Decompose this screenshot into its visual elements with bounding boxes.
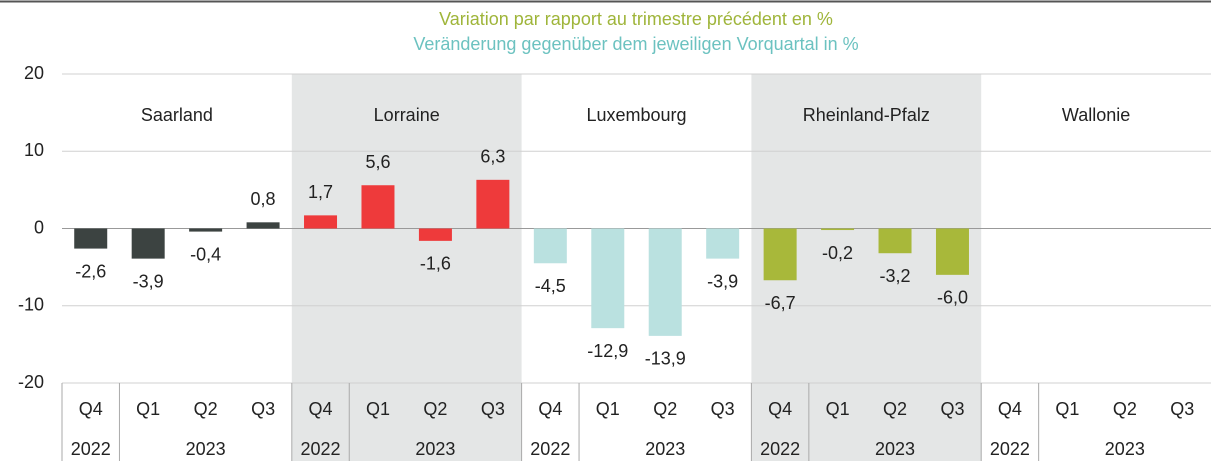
- x-tick-label: Q4: [309, 399, 333, 419]
- bar: [648, 228, 682, 336]
- bar: [246, 222, 280, 229]
- value-label: -4,5: [535, 276, 566, 296]
- bar: [476, 179, 510, 229]
- group-label: Luxembourg: [586, 105, 686, 125]
- value-label: -1,6: [420, 254, 451, 274]
- x-tick-label: Q4: [768, 399, 792, 419]
- value-label: -0,4: [190, 244, 221, 264]
- year-label: 2023: [645, 439, 685, 459]
- year-label: 2022: [760, 439, 800, 459]
- group-band: [291, 74, 522, 461]
- chart-subtitle: Veränderung gegenüber dem jeweiligen Vor…: [413, 34, 858, 54]
- value-label: 6,3: [480, 147, 505, 167]
- bar: [418, 228, 452, 241]
- bar: [189, 228, 223, 232]
- value-label: -13,9: [645, 349, 686, 369]
- year-label: 2023: [875, 439, 915, 459]
- value-label: -0,2: [822, 243, 853, 263]
- bar: [304, 215, 338, 229]
- value-label: 1,7: [308, 182, 333, 202]
- year-label: 2023: [186, 439, 226, 459]
- x-tick-label: Q3: [940, 399, 964, 419]
- year-label: 2023: [415, 439, 455, 459]
- value-label: -6,0: [937, 288, 968, 308]
- value-label: -2,6: [75, 261, 106, 281]
- bar: [591, 228, 625, 329]
- value-label: 5,6: [365, 152, 390, 172]
- bar: [878, 228, 912, 254]
- x-tick-label: Q2: [194, 399, 218, 419]
- x-tick-label: Q2: [653, 399, 677, 419]
- value-label: 0,8: [251, 189, 276, 209]
- bar: [74, 228, 108, 249]
- x-tick-label: Q1: [136, 399, 160, 419]
- x-tick-label: Q2: [423, 399, 447, 419]
- x-tick-label: Q4: [79, 399, 103, 419]
- x-tick-label: Q4: [538, 399, 562, 419]
- group-label: Saarland: [141, 105, 213, 125]
- x-tick-label: Q2: [883, 399, 907, 419]
- bar: [821, 228, 855, 231]
- x-tick-label: Q3: [711, 399, 735, 419]
- bar: [935, 228, 969, 275]
- group-label: Lorraine: [374, 105, 440, 125]
- value-label: -12,9: [587, 341, 628, 361]
- year-label: 2022: [530, 439, 570, 459]
- value-label: -3,9: [133, 271, 164, 291]
- x-tick-label: Q3: [251, 399, 275, 419]
- x-tick-label: Q3: [1170, 399, 1194, 419]
- x-tick-label: Q1: [1055, 399, 1079, 419]
- y-tick-label: -10: [18, 295, 44, 315]
- x-tick-label: Q4: [998, 399, 1022, 419]
- y-tick-label: 0: [34, 217, 44, 237]
- value-label: -6,7: [765, 293, 796, 313]
- value-label: -3,9: [707, 271, 738, 291]
- bar: [706, 228, 740, 259]
- chart-title: Variation par rapport au trimestre précé…: [439, 9, 833, 29]
- bar: [361, 185, 395, 229]
- y-tick-label: -20: [18, 372, 44, 392]
- year-label: 2023: [1105, 439, 1145, 459]
- x-tick-label: Q2: [1113, 399, 1137, 419]
- group-label: Wallonie: [1062, 105, 1130, 125]
- year-label: 2022: [71, 439, 111, 459]
- bar: [763, 228, 797, 281]
- year-label: 2022: [990, 439, 1030, 459]
- value-label: -3,2: [880, 266, 911, 286]
- x-tick-label: Q1: [826, 399, 850, 419]
- y-tick-label: 20: [24, 63, 44, 83]
- x-tick-label: Q1: [366, 399, 390, 419]
- y-tick-label: 10: [24, 140, 44, 160]
- x-tick-label: Q1: [596, 399, 620, 419]
- year-label: 2022: [301, 439, 341, 459]
- group-label: Rheinland-Pfalz: [803, 105, 930, 125]
- x-tick-label: Q3: [481, 399, 505, 419]
- bar: [131, 228, 165, 259]
- bar: [533, 228, 567, 264]
